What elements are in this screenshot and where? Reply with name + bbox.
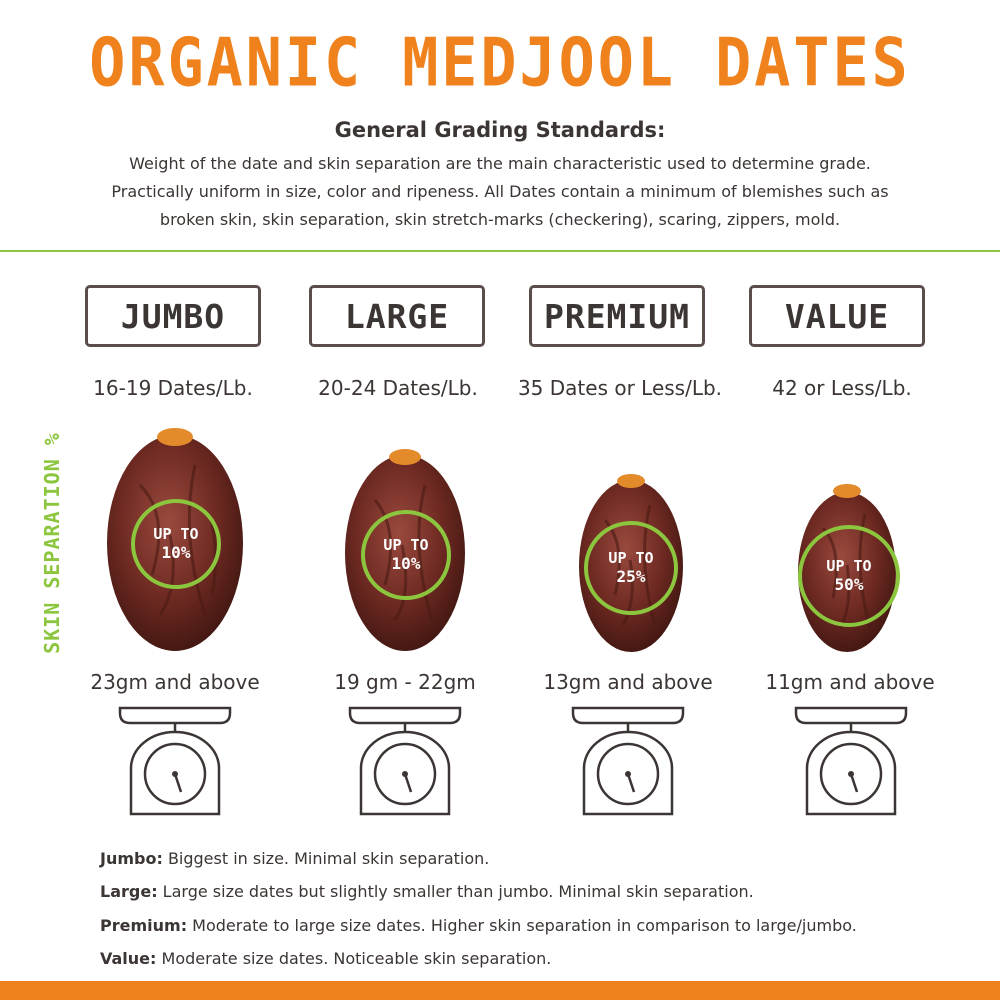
description-text: Moderate size dates. Noticeable skin sep… (156, 949, 552, 968)
page-title: ORGANIC MEDJOOL DATES (89, 23, 911, 103)
description-text: Moderate to large size dates. Higher ski… (187, 916, 857, 935)
kitchen-scale-icon (571, 706, 685, 816)
description-text: Biggest in size. Minimal skin separation… (162, 849, 490, 868)
description-term: Premium: (100, 916, 188, 935)
grade-description-jumbo: Jumbo: Biggest in size. Minimal skin sep… (100, 849, 960, 868)
badge-percent: 50% (834, 575, 864, 595)
grade-box-value: VALUE (749, 285, 925, 347)
skin-separation-badge-large: UP TO 10% (361, 510, 451, 600)
footer-bar (0, 981, 1000, 1000)
badge-percent: 25% (616, 567, 646, 587)
grade-description-value: Value: Moderate size dates. Noticeable s… (100, 949, 960, 968)
description-term: Jumbo: (100, 849, 163, 868)
description-term: Large: (100, 882, 158, 901)
kitchen-scale-icon (118, 706, 232, 816)
intro-line: Practically uniform in size, color and r… (111, 182, 889, 201)
skin-separation-badge-jumbo: UP TO 10% (131, 499, 221, 589)
intro-line: broken skin, skin separation, skin stret… (159, 210, 841, 229)
grade-box-jumbo: JUMBO (85, 285, 261, 347)
grade-description-premium: Premium: Moderate to large size dates. H… (100, 916, 960, 935)
grade-description-large: Large: Large size dates but slightly sma… (100, 882, 960, 901)
weight-value: 11gm and above (765, 670, 935, 694)
badge-percent: 10% (391, 554, 421, 574)
skin-separation-badge-premium: UP TO 25% (584, 521, 678, 615)
skin-separation-label-text: SKIN SEPARATION % (40, 432, 64, 654)
badge-line-1: UP TO (153, 524, 199, 543)
section-divider (0, 250, 1000, 252)
description-term: Value: (100, 949, 157, 968)
count-per-lb-large: 20-24 Dates/Lb. (318, 376, 478, 400)
intro-line: Weight of the date and skin separation a… (129, 154, 871, 173)
skin-separation-badge-value: UP TO 50% (798, 525, 900, 627)
weight-jumbo: 23gm and above (90, 670, 260, 694)
kitchen-scale-icon (348, 706, 462, 816)
grade-box-premium: PREMIUM (529, 285, 705, 347)
count-per-lb-jumbo: 16-19 Dates/Lb. (93, 376, 253, 400)
grade-box-large: LARGE (309, 285, 485, 347)
weight-large: 19 gm - 22gm (334, 670, 476, 694)
badge-line-1: UP TO (608, 548, 654, 567)
count-per-lb-value: 42 or Less/Lb. (772, 376, 912, 400)
badge-line-1: UP TO (383, 535, 429, 554)
badge-percent: 10% (161, 543, 191, 563)
badge-line-1: UP TO (826, 556, 872, 575)
grading-standards-heading: General Grading Standards: (334, 118, 666, 142)
grading-standards-text: Weight of the date and skin separation a… (70, 150, 930, 234)
count-per-lb-premium: 35 Dates or Less/Lb. (517, 376, 723, 400)
description-text: Large size dates but slightly smaller th… (157, 882, 754, 901)
weight-premium: 13gm and above (543, 670, 713, 694)
kitchen-scale-icon (794, 706, 908, 816)
